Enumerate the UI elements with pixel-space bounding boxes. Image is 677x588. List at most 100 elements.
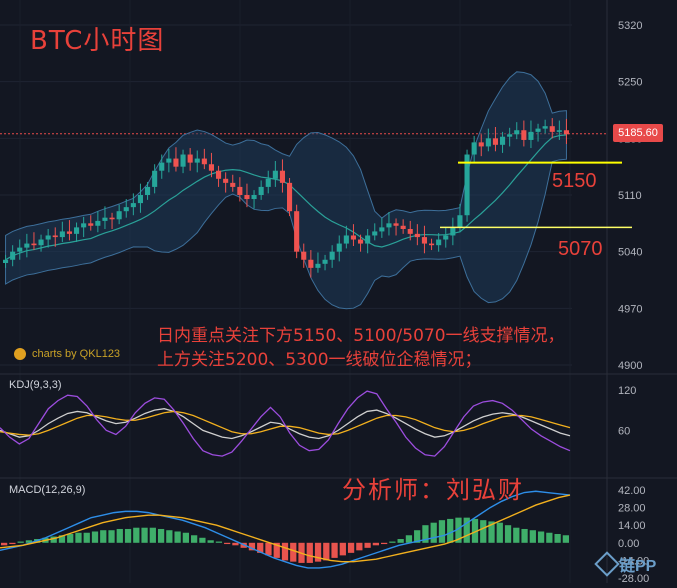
candle-body [535,128,541,132]
candle-body [279,170,285,183]
candle-body [492,138,498,145]
macd-histogram-bar [273,542,280,558]
price-tick-label: 4970 [618,303,642,315]
candle-body [287,182,293,212]
macd-histogram-bar [356,542,363,551]
macd-histogram-bar [215,541,223,543]
chart-title: BTC小时图 [30,26,165,56]
candle-body [194,158,200,163]
candle-body [336,243,342,252]
candlestick-series [3,118,569,278]
candle-body [216,170,222,179]
candle-body [485,138,491,147]
macd-histogram-bar [447,518,454,543]
level-label-5150: 5150 [552,170,597,192]
kdj-line-d [0,410,571,436]
macd-histogram-bar [405,535,413,543]
candle-body [208,164,214,171]
candle-body [223,178,229,183]
last-price-tag: 5185.60 [613,124,663,142]
watermark-text: 链PP [619,558,657,575]
macd-label: MACD(12,26,9) [9,484,86,496]
candle-body [173,158,179,167]
macd-histogram-bar [224,542,231,545]
price-tick-label: 5040 [618,247,642,259]
macd-histogram-bar [17,541,24,543]
macd-tick-label: 28.00 [618,503,646,515]
candle-body [251,195,257,200]
macd-histogram-bar [562,535,569,543]
candle-body [152,170,158,187]
macd-histogram-bar [430,522,437,543]
macd-histogram-bar [480,520,487,543]
candle-body [45,235,51,240]
macd-histogram-bar [471,518,479,543]
analysis-note-line1: 日内重点关注下方5150、5100/5070一线支撑情况， [157,326,565,346]
macd-histogram-bar [9,542,16,545]
macd-histogram-bar [157,528,165,543]
candle-body [102,217,108,221]
macd-histogram-bar [546,532,553,543]
macd-histogram-bar [397,539,404,543]
candle-body [3,259,9,263]
macd-histogram-bar [83,532,90,543]
candle-body [500,136,506,145]
macd-histogram-bar [248,542,256,551]
macd-histogram-bar [232,542,239,546]
macd-histogram-bar [513,527,520,543]
macd-histogram-bar [124,528,132,543]
candle-body [379,227,385,232]
candle-body [237,186,243,195]
macd-histogram-bar [149,527,156,543]
candle-body [10,251,16,260]
brand-icon [14,348,26,360]
candle-body [528,131,534,140]
macd-histogram-bar [455,517,462,543]
candle-body [187,154,193,163]
macd-histogram-bar [323,542,330,561]
candle-body [457,215,463,228]
candle-body [308,259,314,268]
candle-body [400,225,406,229]
macd-histogram-bar [182,532,189,543]
macd-line-dif [0,490,571,569]
macd-histogram-bar [108,530,115,543]
candle-body [549,126,555,132]
candle-body [429,243,435,246]
candle-body [514,130,520,135]
macd-histogram-bar [463,517,470,543]
macd-histogram-bar [331,542,338,558]
macd-line-dea [0,494,571,563]
candle-body [137,195,143,204]
bollinger-fill [5,71,567,310]
kdj-label: KDJ(9,3,3) [9,379,62,391]
candle-body [542,126,548,129]
candle-body [180,154,186,167]
candle-body [81,223,87,228]
kdj-lines [0,390,571,457]
candle-body [17,247,23,252]
macd-histogram-bar [50,536,57,543]
macd-histogram-bar [290,542,297,562]
candle-body [130,203,136,208]
candle-body [507,134,513,137]
candle-body [294,211,300,252]
brand-text: charts by QKL123 [32,348,121,360]
macd-histogram-bar [58,535,66,543]
candle-body [31,243,37,246]
candle-body [450,227,456,236]
candle-body [38,239,44,246]
analyst-name: 分析师：刘弘财 [342,476,524,504]
candle-body [88,223,94,226]
candle-body [24,243,30,248]
macd-tick-label: 0.00 [618,538,639,550]
macd-histogram-bar [174,531,181,543]
price-tick-label: 5250 [618,77,642,89]
candle-body [350,235,356,240]
candle-body [258,186,264,195]
watermark-icon [594,551,620,577]
level-label-5070: 5070 [558,238,603,260]
macd-histogram-bar [314,542,322,562]
candle-body [66,231,72,234]
